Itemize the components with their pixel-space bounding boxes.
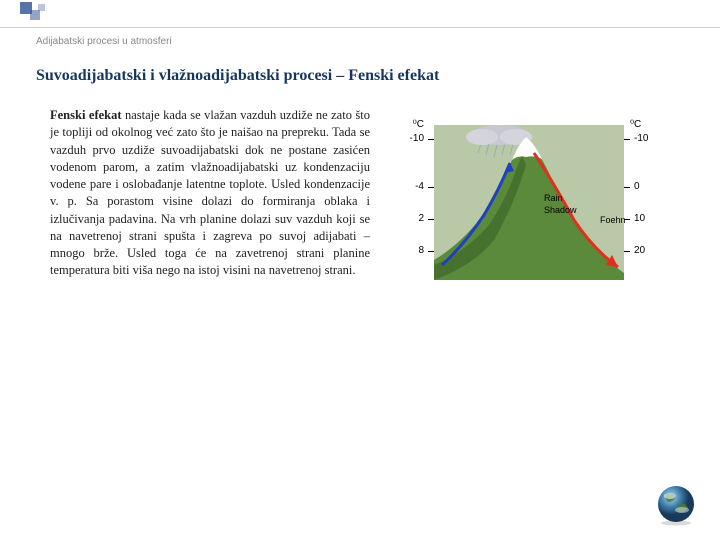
tick xyxy=(624,251,630,252)
axis-left-tick-label: 8 xyxy=(398,245,424,256)
breadcrumb: Adijabatski procesi u atmosferi xyxy=(0,28,720,53)
tick xyxy=(624,187,630,188)
body-paragraph: Fenski efekat nastaje kada se vlažan vaz… xyxy=(50,107,370,307)
label-foehn: Foehn xyxy=(600,215,626,225)
tick xyxy=(624,139,630,140)
axis-left-unit: ⁰C xyxy=(398,119,424,130)
axis-right-tick-label: 20 xyxy=(634,245,660,256)
mountain-illustration xyxy=(434,125,624,280)
axis-left-tick-label: -10 xyxy=(398,133,424,144)
globe-icon xyxy=(654,482,698,526)
content-row: Fenski efekat nastaje kada se vlažan vaz… xyxy=(0,85,720,307)
label-rain: Rain xyxy=(544,193,563,203)
page-title: Suvoadijabatski i vlažnoadijabatski proc… xyxy=(0,53,720,85)
axis-right-tick-label: -10 xyxy=(634,133,660,144)
axis-left-tick-label: -4 xyxy=(398,181,424,192)
axis-right-tick-label: 0 xyxy=(634,181,660,192)
foehn-diagram: ⁰C ⁰C -10 -4 2 8 -10 0 10 20 xyxy=(394,107,664,307)
axis-right-tick-label: 10 xyxy=(634,213,660,224)
mountain-svg xyxy=(434,125,624,280)
body-rest: nastaje kada se vlažan vazduh uzdiže ne … xyxy=(50,108,370,277)
axis-right-unit: ⁰C xyxy=(630,119,656,130)
label-shadow: Shadow xyxy=(544,205,577,215)
axis-left-tick-label: 2 xyxy=(398,213,424,224)
header-bar xyxy=(0,0,720,28)
body-lead: Fenski efekat xyxy=(50,108,122,122)
